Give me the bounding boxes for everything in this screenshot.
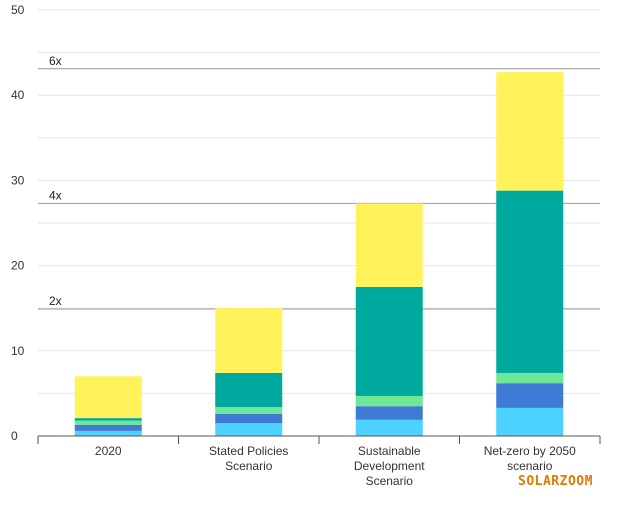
bar-segment [496, 72, 564, 191]
bar-segment [496, 407, 564, 436]
watermark-text: SOLARZOOM [518, 474, 593, 489]
x-tick-label: 2020 [95, 444, 122, 458]
y-tick-label: 40 [11, 88, 25, 102]
bar-segment [74, 418, 142, 421]
bar-segment [74, 430, 142, 436]
bars [74, 72, 564, 436]
bar-segment [355, 286, 423, 396]
reference-line-label: 4x [49, 188, 62, 202]
gridlines [38, 9, 600, 394]
bar-segment [355, 395, 423, 407]
reference-line-label: 2x [49, 294, 62, 308]
x-tick-label: Sustainable Development Scenario [354, 444, 425, 488]
x-tick-label: Net-zero by 2050 scenario [484, 444, 576, 473]
bar-segment [355, 419, 423, 436]
bar-segment [74, 376, 142, 419]
bar-segment [74, 420, 142, 425]
y-tick-label: 20 [11, 259, 25, 273]
bar-segment [355, 203, 423, 287]
y-tick-label: 0 [11, 429, 18, 443]
x-tick-label-line: Scenario [366, 474, 414, 488]
y-tick-label: 30 [11, 173, 25, 187]
bar-segment [215, 372, 283, 408]
bar-segment [355, 406, 423, 420]
x-tick-label-line: 2020 [95, 444, 122, 458]
reference-line-label: 6x [49, 54, 62, 68]
bar-segment [215, 413, 283, 424]
y-tick-label: 10 [11, 344, 25, 358]
y-tick-label: 50 [11, 3, 25, 17]
bar-segment [496, 372, 564, 384]
x-tick-label-line: Sustainable [358, 444, 421, 458]
bar-segment [215, 308, 283, 373]
bar-segment [496, 190, 564, 373]
x-tick-label-line: Development [354, 459, 425, 473]
x-tick-label-line: Scenario [225, 459, 273, 473]
bar-segment [215, 407, 283, 414]
bar-segment [215, 423, 283, 436]
x-axis [37, 435, 601, 444]
y-axis-tick-labels: 0 10 20 30 40 50 [11, 3, 25, 443]
bar-segment [74, 424, 142, 431]
x-tick-label-line: scenario [507, 459, 553, 473]
x-tick-label-line: Net-zero by 2050 [484, 444, 576, 458]
bar-segment [496, 383, 564, 408]
x-tick-label-line: Stated Policies [209, 444, 288, 458]
x-tick-label: Stated Policies Scenario [209, 444, 288, 473]
